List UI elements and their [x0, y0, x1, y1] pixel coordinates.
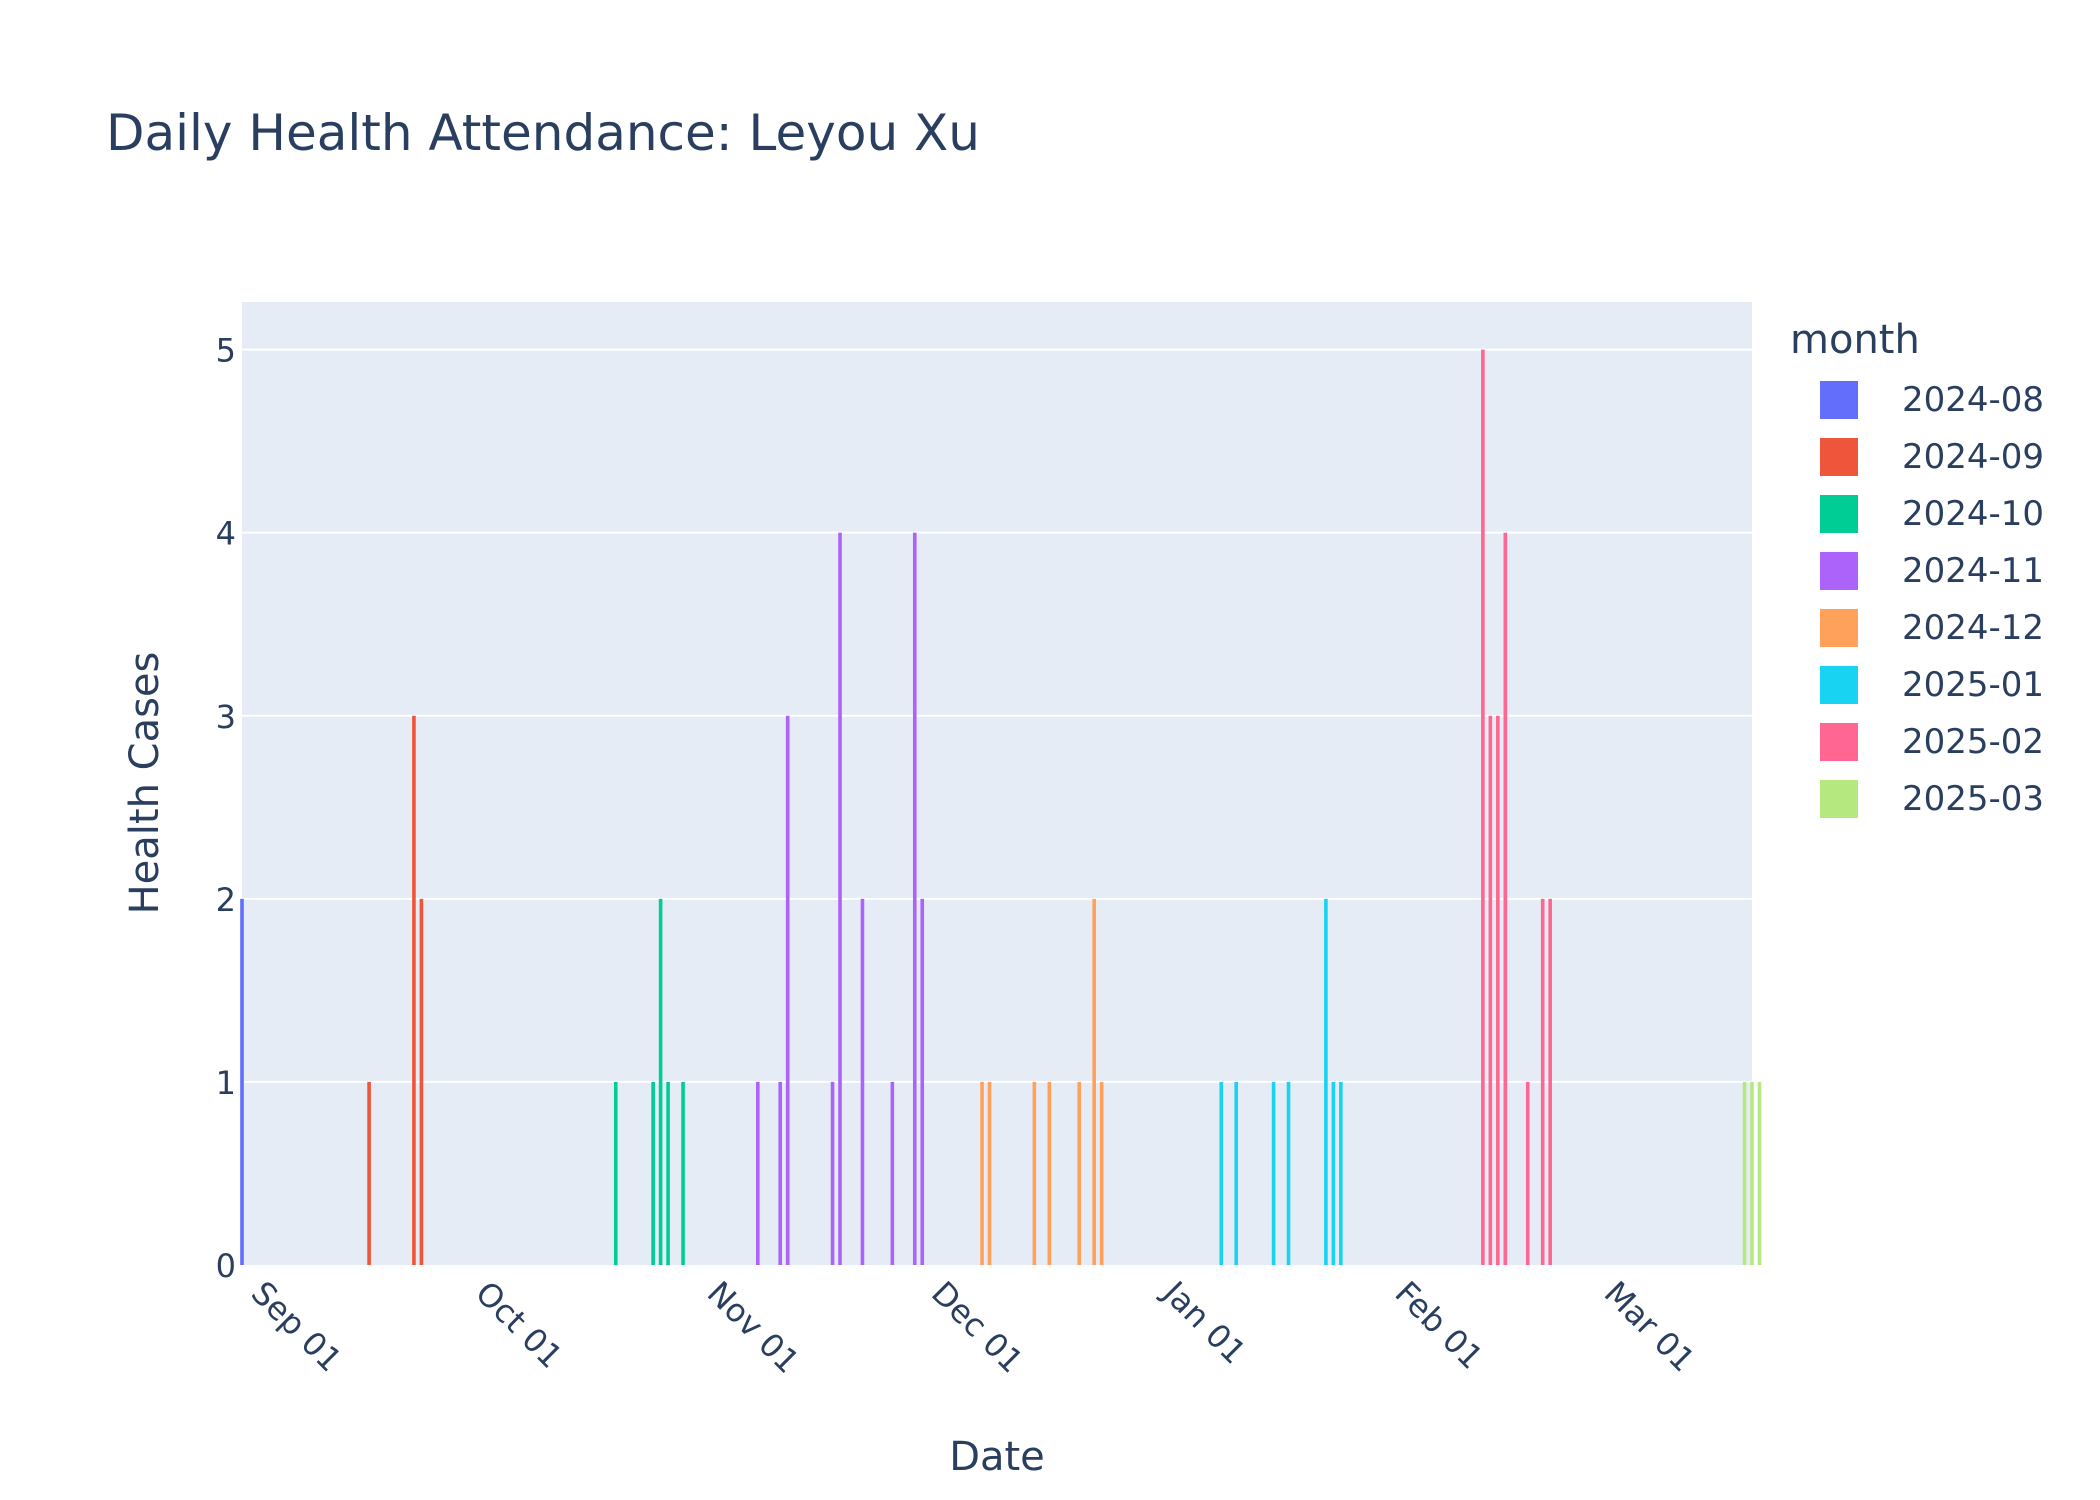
legend-item[interactable]: 2024-09	[1820, 437, 2044, 477]
bar	[980, 1081, 984, 1265]
bars	[240, 349, 1762, 1265]
legend-label: 2025-02	[1902, 722, 2045, 762]
legend-label: 2024-10	[1902, 494, 2045, 534]
bar	[838, 532, 842, 1265]
bar	[1750, 1081, 1754, 1265]
y-tick-label: 4	[216, 515, 236, 553]
legend-swatch	[1820, 552, 1858, 590]
legend-title: month	[1790, 317, 1920, 363]
bar	[1219, 1081, 1224, 1265]
bar	[658, 898, 663, 1265]
legend-swatch	[1820, 495, 1858, 533]
bar	[830, 1081, 835, 1265]
legend-item[interactable]: 2025-03	[1820, 779, 2044, 819]
chart-title: Daily Health Attendance: Leyou Xu	[106, 104, 980, 162]
legend-swatch	[1820, 666, 1858, 704]
bar	[1339, 1081, 1343, 1265]
bar	[651, 1081, 655, 1265]
bar	[1525, 1081, 1530, 1265]
legend-label: 2024-08	[1902, 380, 2045, 420]
y-tick-label: 3	[216, 698, 236, 736]
y-tick-label: 1	[216, 1064, 236, 1102]
bar	[1503, 532, 1508, 1265]
x-tick-label: Nov 01	[700, 1274, 807, 1381]
bar	[1496, 715, 1500, 1265]
y-tick-label: 0	[216, 1247, 236, 1285]
bar	[666, 1081, 670, 1265]
x-tick-label: Mar 01	[1597, 1274, 1703, 1380]
legend-swatch	[1820, 723, 1858, 761]
legend-label: 2024-12	[1902, 608, 2045, 648]
bar	[1488, 715, 1493, 1265]
bar	[1757, 1081, 1762, 1265]
legend-swatch	[1820, 381, 1858, 419]
bar	[1047, 1081, 1052, 1265]
bar	[912, 532, 917, 1265]
bar	[1099, 1081, 1104, 1265]
legend-item[interactable]: 2025-02	[1820, 722, 2044, 762]
x-tick-label: Feb 01	[1388, 1274, 1491, 1377]
bar	[1286, 1081, 1291, 1265]
bar	[1092, 898, 1096, 1265]
bar	[987, 1081, 992, 1265]
bar	[920, 898, 925, 1265]
y-axis-label: Health Cases	[122, 652, 168, 915]
legend-label: 2024-09	[1902, 437, 2045, 477]
legend-label: 2025-01	[1902, 665, 2045, 705]
x-tick-label: Dec 01	[924, 1274, 1031, 1381]
y-tick-label: 5	[216, 332, 236, 370]
legend-item[interactable]: 2024-10	[1820, 494, 2044, 534]
legend-label: 2025-03	[1902, 779, 2045, 819]
bar	[1077, 1081, 1082, 1265]
bar	[1540, 898, 1545, 1265]
bar	[1742, 1081, 1747, 1265]
bar	[367, 1081, 371, 1265]
bar	[1324, 898, 1328, 1265]
bar	[1271, 1081, 1276, 1265]
bar	[412, 715, 416, 1265]
bar	[681, 1081, 685, 1265]
x-tick-labels: Sep 01 Oct 01 Nov 01 Dec 01 Jan 01 Feb 01 Mar …	[244, 1272, 1703, 1380]
legend-swatch	[1820, 438, 1858, 476]
x-axis-label: Date	[949, 1434, 1045, 1480]
bar	[860, 898, 865, 1265]
x-tick-label: Sep 01	[244, 1274, 350, 1380]
legend-swatch	[1820, 780, 1858, 818]
bar	[1331, 1081, 1336, 1265]
x-tick-label: Jan 01	[1154, 1272, 1253, 1371]
legend-item[interactable]: 2024-12	[1820, 608, 2044, 648]
x-tick-label: Oct 01	[468, 1274, 570, 1376]
legend-item[interactable]: 2025-01	[1820, 665, 2044, 705]
bar	[1481, 349, 1485, 1265]
bar	[785, 715, 790, 1265]
legend-item[interactable]: 2024-08	[1820, 380, 2044, 420]
legend-swatch	[1820, 609, 1858, 647]
y-tick-labels: 0 1 2 3 4 5	[216, 332, 236, 1285]
bar	[778, 1081, 783, 1265]
grid-lines	[242, 348, 1752, 1083]
bar	[1548, 898, 1552, 1265]
legend-item[interactable]: 2024-11	[1820, 551, 2044, 591]
bar	[890, 1081, 895, 1265]
bar	[419, 898, 424, 1265]
bar	[755, 1081, 760, 1265]
legend-label: 2024-11	[1902, 551, 2045, 591]
y-tick-label: 2	[216, 881, 236, 919]
bar	[613, 1081, 618, 1265]
bar	[240, 898, 244, 1265]
plot-area	[242, 302, 1752, 1265]
bar	[1234, 1081, 1239, 1265]
bar	[1032, 1081, 1037, 1265]
